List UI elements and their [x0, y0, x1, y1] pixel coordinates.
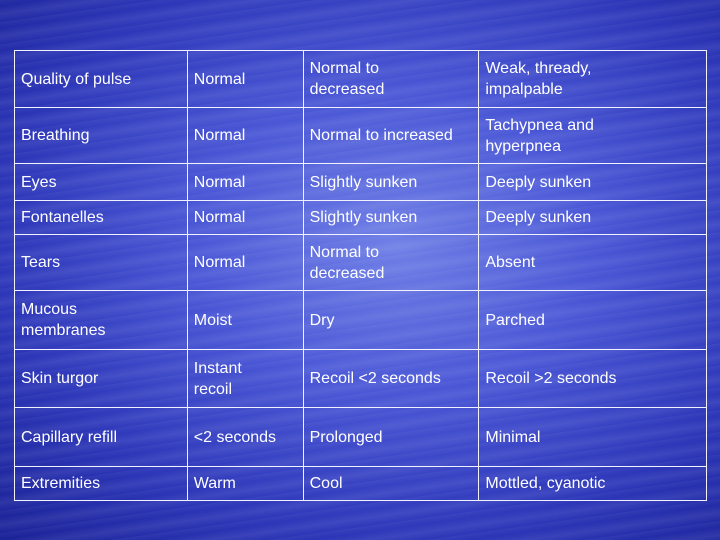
- table-cell: Parched: [478, 290, 707, 350]
- table-cell: Breathing: [14, 107, 188, 164]
- table-row: Mucous membranes Moist Dry Parched: [14, 290, 707, 350]
- cell-text: <2 seconds: [193, 428, 277, 446]
- cell-text: Recoil >2 seconds: [485, 370, 617, 387]
- table-cell: Normal to decreased: [302, 50, 480, 108]
- table-cell: Normal: [186, 200, 304, 235]
- dehydration-table: Quality of pulse Normal Normal to decrease…: [14, 50, 707, 501]
- cell-text: Slightly sunken: [309, 173, 418, 191]
- cell-text: Mucous membranes: [21, 301, 106, 339]
- cell-text: Normal: [193, 70, 246, 88]
- cell-text: Instant recoil: [193, 359, 242, 398]
- table-cell: Recoil >2 seconds: [478, 349, 707, 408]
- cell-text: Normal to decreased: [309, 60, 385, 98]
- cell-text: Absent: [485, 254, 536, 271]
- cell-text: Deeply sunken: [485, 173, 592, 191]
- table-cell: Skin turgor: [14, 349, 188, 408]
- table-cell: Normal to increased: [302, 107, 480, 164]
- cell-text: Normal to increased: [309, 127, 453, 144]
- cell-text: Normal: [193, 254, 246, 271]
- table-cell: Deeply sunken: [478, 200, 707, 235]
- table-cell: Absent: [478, 234, 707, 291]
- cell-text: Dry: [309, 311, 335, 329]
- table-cell: Mucous membranes: [14, 290, 188, 350]
- table-cell: Tears: [14, 234, 188, 291]
- cell-text: Normal to decreased: [309, 243, 385, 282]
- table-cell: Fontanelles: [14, 200, 188, 235]
- table-cell: Recoil <2 seconds: [302, 349, 480, 408]
- cell-text: Skin turgor: [21, 370, 99, 387]
- table-cell: Instant recoil: [186, 349, 304, 408]
- table-cell: Warm: [186, 466, 304, 501]
- table-cell: Slightly sunken: [302, 163, 480, 201]
- cell-text: Capillary refill: [21, 428, 118, 446]
- table-cell: Prolonged: [302, 407, 480, 467]
- table-cell: Dry: [302, 290, 480, 350]
- cell-text: Normal: [193, 173, 246, 191]
- table-cell: Normal: [186, 234, 304, 291]
- cell-text: Recoil <2 seconds: [309, 370, 441, 387]
- table-cell: Mottled, cyanotic: [478, 466, 707, 501]
- table-cell: Cool: [302, 466, 480, 501]
- cell-text: Moist: [193, 311, 232, 329]
- table-cell: Tachypnea and hyperpnea: [478, 107, 707, 164]
- cell-text: Fontanelles: [21, 209, 104, 226]
- table-cell: Normal: [186, 163, 304, 201]
- cell-text: Tachypnea and hyperpnea: [485, 116, 594, 155]
- table-row: Fontanelles Normal Slightly sunken Deeply s…: [14, 200, 707, 235]
- cell-text: Weak, thready, impalpable: [485, 60, 592, 98]
- table-row: Capillary refill <2 seconds Prolonged Minim…: [14, 407, 707, 467]
- table-cell: Eyes: [14, 163, 188, 201]
- table-cell: Quality of pulse: [14, 50, 188, 108]
- cell-text: Prolonged: [309, 428, 383, 446]
- cell-text: Minimal: [485, 428, 541, 446]
- cell-text: Normal: [193, 127, 246, 144]
- table-row: Skin turgor Instant recoil Recoil <2 secon…: [14, 349, 707, 408]
- table-cell: Minimal: [478, 407, 707, 467]
- cell-text: Quality of pulse: [21, 70, 132, 88]
- cell-text: Slightly sunken: [309, 209, 418, 226]
- table-cell: Extremities: [14, 466, 188, 501]
- table-row: Breathing Normal Normal to increased Tachyp…: [14, 107, 707, 164]
- cell-text: Extremities: [21, 475, 101, 492]
- table-cell: <2 seconds: [186, 407, 304, 467]
- table-row: Quality of pulse Normal Normal to decrease…: [14, 50, 707, 108]
- table-cell: Weak, thready, impalpable: [478, 50, 707, 108]
- cell-text: Normal: [193, 209, 246, 226]
- cell-text: Tears: [21, 254, 61, 271]
- table-row: Extremities Warm Cool Mottled, cyanotic: [14, 466, 707, 501]
- table-cell: Normal: [186, 50, 304, 108]
- cell-text: Cool: [309, 475, 343, 492]
- table-cell: Slightly sunken: [302, 200, 480, 235]
- cell-text: Breathing: [21, 127, 90, 144]
- cell-text: Warm: [193, 475, 236, 492]
- cell-text: Eyes: [21, 173, 57, 191]
- cell-text: Deeply sunken: [485, 209, 592, 226]
- table-cell: Normal to decreased: [302, 234, 480, 291]
- table-cell: Moist: [186, 290, 304, 350]
- table-cell: Normal: [186, 107, 304, 164]
- cell-text: Parched: [485, 311, 545, 329]
- table-row: Tears Normal Normal to decreased Absent: [14, 234, 707, 291]
- table-row: Eyes Normal Slightly sunken Deeply sunken: [14, 163, 707, 201]
- cell-text: Mottled, cyanotic: [485, 475, 606, 492]
- table-cell: Deeply sunken: [478, 163, 707, 201]
- table-cell: Capillary refill: [14, 407, 188, 467]
